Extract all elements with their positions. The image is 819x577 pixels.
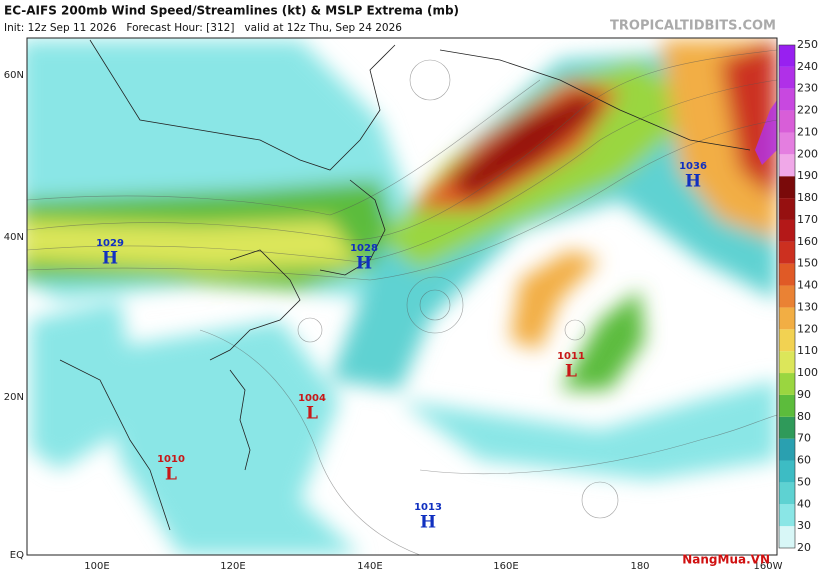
colorbar-swatch — [779, 416, 795, 439]
colorbar-label: 240 — [797, 60, 818, 73]
colorbar-label: 220 — [797, 104, 818, 117]
colorbar-swatch — [779, 482, 795, 505]
lon-label: 140E — [357, 561, 382, 572]
colorbar-swatch — [779, 504, 795, 527]
pressure-value: 1004 — [298, 393, 326, 404]
map-frame — [26, 37, 778, 556]
colorbar-label: 110 — [797, 344, 818, 357]
colorbar-label: 130 — [797, 300, 818, 313]
lon-label: 160W — [754, 561, 783, 572]
pressure-center: L — [306, 404, 318, 424]
colorbar-swatch — [779, 176, 795, 199]
pressure-center: H — [685, 172, 701, 192]
lon-label: 120E — [220, 561, 245, 572]
pressure-center: H — [420, 513, 436, 533]
lat-label: 60N — [4, 70, 24, 81]
colorbar-swatch — [779, 241, 795, 264]
colorbar-label: 50 — [797, 475, 811, 488]
colorbar-swatch — [779, 394, 795, 417]
colorbar-swatch — [779, 460, 795, 483]
colorbar-label: 140 — [797, 279, 818, 292]
colorbar-swatch — [779, 263, 795, 286]
colorbar-label: 100 — [797, 366, 818, 379]
colorbar-swatch — [779, 132, 795, 155]
colorbar-label: 120 — [797, 322, 818, 335]
pressure-center: L — [165, 465, 177, 485]
colorbar-swatch — [779, 285, 795, 308]
colorbar-label: 180 — [797, 191, 818, 204]
subtitle: Init: 12z Sep 11 2026 Forecast Hour: [31… — [4, 22, 402, 34]
colorbar-label: 210 — [797, 125, 818, 138]
colorbar-swatch — [779, 66, 795, 89]
pressure-value: 1013 — [414, 502, 442, 513]
pressure-value: 1028 — [350, 243, 378, 254]
pressure-value: 1011 — [557, 351, 585, 362]
colorbar-swatch — [779, 351, 795, 374]
title: EC-AIFS 200mb Wind Speed/Streamlines (kt… — [4, 4, 459, 18]
colorbar-label: 20 — [797, 541, 811, 554]
colorbar-label: 80 — [797, 410, 811, 423]
colorbar-label: 200 — [797, 147, 818, 160]
colorbar-label: 40 — [797, 497, 811, 510]
colorbar-label: 90 — [797, 388, 811, 401]
colorbar-label: 190 — [797, 169, 818, 182]
wind-field — [27, 38, 777, 555]
colorbar-swatch — [779, 88, 795, 111]
colorbar-frame — [778, 44, 796, 549]
watermark: NangMua.VN — [682, 553, 770, 567]
colorbar-swatch — [779, 438, 795, 461]
colorbar-label: 250 — [797, 38, 818, 51]
lat-label: 20N — [4, 392, 24, 403]
colorbar-swatch — [779, 219, 795, 242]
colorbar-swatch — [779, 526, 795, 548]
colorbar-swatch — [779, 307, 795, 330]
source: TROPICALTIDBITS.COM — [610, 19, 776, 34]
lat-label: EQ — [10, 550, 24, 561]
colorbar-label: 70 — [797, 432, 811, 445]
colorbar-label: 160 — [797, 235, 818, 248]
pressure-center: H — [356, 254, 372, 274]
colorbar-label: 60 — [797, 454, 811, 467]
colorbar-swatch — [779, 45, 795, 67]
lon-label: 100E — [84, 561, 109, 572]
colorbar-swatch — [779, 110, 795, 133]
colorbar-swatch — [779, 329, 795, 352]
colorbar-swatch — [779, 198, 795, 220]
colorbar-label: 30 — [797, 519, 811, 532]
colorbar-swatch — [779, 373, 795, 395]
pressure-value: 1029 — [96, 238, 124, 249]
colorbar-label: 230 — [797, 82, 818, 95]
colorbar-swatch — [779, 154, 795, 177]
lat-label: 40N — [4, 232, 24, 243]
colorbar-label: 170 — [797, 213, 818, 226]
colorbar-label: 150 — [797, 257, 818, 270]
lon-label: 160E — [493, 561, 518, 572]
pressure-value: 1010 — [157, 454, 185, 465]
pressure-center: H — [102, 249, 118, 269]
pressure-value: 1036 — [679, 161, 707, 172]
lon-label: 180 — [630, 561, 649, 572]
pressure-center: L — [565, 362, 577, 382]
